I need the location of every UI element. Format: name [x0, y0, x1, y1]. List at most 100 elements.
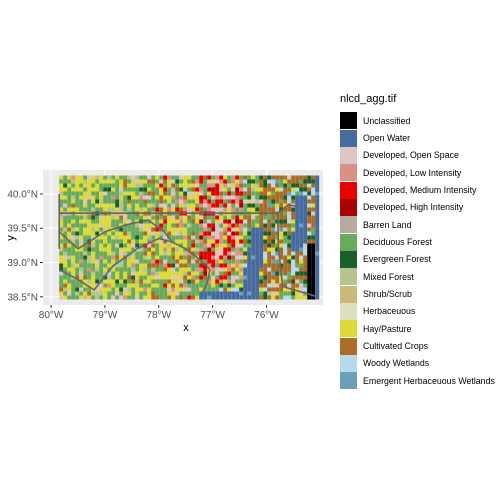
- raster-cell: [255, 207, 260, 212]
- raster-cell: [131, 223, 136, 228]
- raster-cell: [99, 207, 104, 212]
- raster-cell: [311, 207, 316, 212]
- raster-cell: [163, 263, 168, 268]
- raster-cell: [123, 291, 128, 296]
- raster-cell: [75, 203, 80, 208]
- raster-cell: [67, 199, 72, 204]
- raster-cell: [79, 195, 84, 200]
- raster-cell: [63, 195, 68, 200]
- legend-swatch: [340, 146, 357, 164]
- raster-cell: [99, 179, 104, 184]
- raster-cell: [287, 195, 292, 200]
- raster-cell: [115, 259, 120, 264]
- raster-cell: [75, 247, 80, 252]
- raster-cell: [227, 195, 232, 200]
- raster-cell: [299, 203, 304, 208]
- raster-cell: [179, 199, 184, 204]
- raster-cell: [167, 275, 172, 280]
- raster-cell: [71, 271, 76, 276]
- raster-cell: [135, 287, 140, 292]
- raster-cell: [283, 235, 288, 240]
- raster-cell: [263, 203, 268, 208]
- raster-cell: [139, 203, 144, 208]
- raster-cell: [167, 187, 172, 192]
- raster-cell: [211, 195, 216, 200]
- raster-cell: [211, 275, 216, 280]
- raster-cell: [67, 227, 72, 232]
- raster-cell: [259, 243, 264, 248]
- raster-cell: [183, 271, 188, 276]
- legend-label: Mixed Forest: [363, 271, 414, 282]
- raster-cell: [303, 263, 308, 268]
- raster-cell: [223, 187, 228, 192]
- raster-cell: [67, 271, 72, 276]
- raster-cell: [183, 187, 188, 192]
- raster-cell: [175, 195, 180, 200]
- raster-cell: [83, 255, 88, 260]
- raster-cell: [107, 255, 112, 260]
- legend-label: Shrub/Scrub: [363, 289, 412, 300]
- raster-cell: [147, 247, 152, 252]
- raster-cell: [167, 271, 172, 276]
- raster-cell: [95, 279, 100, 284]
- raster-cell: [159, 271, 164, 276]
- raster-cell: [179, 231, 184, 236]
- raster-cell: [295, 211, 300, 216]
- raster-cell: [87, 219, 92, 224]
- raster-cell: [99, 275, 104, 280]
- raster-cell: [279, 247, 284, 252]
- raster-cell: [231, 251, 236, 256]
- raster-cell: [291, 255, 296, 260]
- raster-cell: [179, 283, 184, 288]
- raster-cell: [251, 243, 256, 248]
- raster-cell: [91, 203, 96, 208]
- raster-cell: [287, 243, 292, 248]
- raster-cell: [247, 267, 252, 272]
- raster-cell: [259, 183, 264, 188]
- raster-cell: [123, 263, 128, 268]
- legend-item: Shrub/Scrub: [340, 285, 495, 303]
- raster-cell: [135, 207, 140, 212]
- raster-cell: [235, 287, 240, 292]
- raster-cell: [59, 287, 64, 292]
- raster-cell: [215, 247, 220, 252]
- raster-cell: [79, 255, 84, 260]
- raster-cell: [287, 175, 292, 180]
- raster-cell: [163, 215, 168, 220]
- raster-cell: [187, 247, 192, 252]
- raster-cell: [151, 219, 156, 224]
- raster-cell: [235, 187, 240, 192]
- raster-cell: [239, 215, 244, 220]
- raster-cell: [99, 195, 104, 200]
- raster-cell: [115, 251, 120, 256]
- raster-cell: [171, 179, 176, 184]
- raster-cell: [159, 187, 164, 192]
- raster-cell: [195, 203, 200, 208]
- raster-cell: [79, 287, 84, 292]
- raster-cell: [119, 295, 124, 300]
- raster-cell: [179, 215, 184, 220]
- raster-cell: [227, 279, 232, 284]
- raster-cell: [139, 235, 144, 240]
- raster-cell: [107, 195, 112, 200]
- raster-cell: [127, 219, 132, 224]
- raster-cell: [99, 251, 104, 256]
- raster-cell: [175, 207, 180, 212]
- raster-cell: [71, 207, 76, 212]
- raster-cell: [151, 279, 156, 284]
- raster-cell: [103, 271, 108, 276]
- raster-cell: [315, 279, 320, 284]
- raster-cell: [67, 195, 72, 200]
- raster-cell: [143, 219, 148, 224]
- raster-cell: [267, 219, 272, 224]
- raster-cell: [75, 263, 80, 268]
- raster-cell: [279, 175, 284, 180]
- raster-cell: [111, 235, 116, 240]
- raster-cell: [131, 227, 136, 232]
- raster-cell: [291, 195, 296, 200]
- raster-cell: [291, 187, 296, 192]
- raster-cell: [111, 219, 116, 224]
- raster-cell: [203, 235, 208, 240]
- raster-cell: [255, 219, 260, 224]
- raster-cell: [95, 295, 100, 300]
